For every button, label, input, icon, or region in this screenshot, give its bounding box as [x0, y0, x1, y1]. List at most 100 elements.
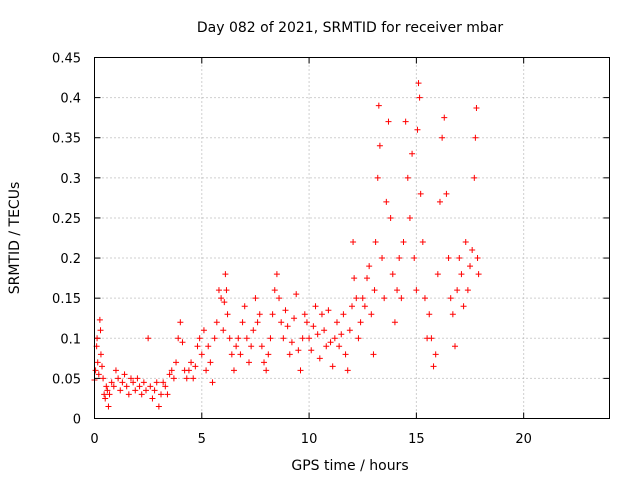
data-point: [158, 391, 165, 398]
data-point: [155, 403, 162, 410]
data-point: [301, 311, 308, 318]
data-point: [203, 367, 210, 374]
data-point: [267, 335, 274, 342]
data-point: [134, 375, 141, 382]
data-point: [94, 335, 101, 342]
data-point: [333, 319, 340, 326]
data-point: [370, 351, 377, 358]
data-point: [336, 343, 343, 350]
data-point: [269, 311, 276, 318]
data-point: [379, 255, 386, 262]
data-point: [321, 327, 328, 334]
data-point: [288, 339, 295, 346]
data-point: [226, 335, 233, 342]
data-point: [426, 311, 433, 318]
data-point: [261, 359, 268, 366]
data-point: [316, 355, 323, 362]
data-point: [421, 295, 428, 302]
data-point: [374, 174, 381, 181]
data-point: [252, 295, 259, 302]
data-point: [318, 311, 325, 318]
data-point: [299, 335, 306, 342]
data-point: [471, 174, 478, 181]
data-point: [368, 311, 375, 318]
data-point: [447, 295, 454, 302]
data-point: [188, 359, 195, 366]
data-point: [200, 327, 207, 334]
y-tick-label: 0.05: [52, 372, 81, 387]
data-point: [387, 214, 394, 221]
data-point: [452, 343, 458, 350]
data-point: [147, 383, 154, 390]
data-point: [411, 255, 418, 262]
data-point: [284, 323, 291, 330]
data-point: [256, 311, 263, 318]
data-point: [228, 351, 235, 358]
data-point: [340, 311, 347, 318]
data-points: [91, 80, 482, 410]
data-point: [350, 239, 357, 246]
data-point: [143, 387, 149, 394]
data-point: [108, 379, 115, 386]
data-point: [194, 343, 201, 350]
data-point: [474, 255, 481, 262]
data-point: [462, 239, 469, 246]
data-point: [303, 319, 310, 326]
data-point: [246, 359, 252, 366]
data-point: [95, 371, 102, 378]
data-point: [162, 383, 169, 390]
data-point: [428, 335, 435, 342]
data-point: [473, 105, 480, 112]
data-point: [349, 303, 355, 310]
data-point: [211, 335, 218, 342]
data-point: [196, 335, 203, 342]
data-point: [381, 295, 388, 302]
data-point: [173, 359, 180, 366]
y-tick-label: 0.1: [60, 332, 81, 347]
data-point: [329, 363, 336, 370]
data-point: [293, 291, 300, 298]
data-point: [121, 371, 128, 378]
data-point: [417, 190, 424, 197]
data-point: [325, 307, 332, 314]
data-point: [237, 351, 244, 358]
data-point: [391, 319, 398, 326]
data-point: [241, 303, 248, 310]
data-point: [276, 295, 283, 302]
data-point: [179, 339, 186, 346]
y-tick-label: 0.25: [52, 212, 81, 227]
data-point: [449, 311, 456, 318]
data-point: [385, 118, 392, 125]
data-point: [273, 271, 280, 278]
data-point: [383, 198, 390, 205]
data-point: [297, 367, 304, 374]
data-point: [355, 335, 362, 342]
data-point: [310, 323, 317, 330]
data-point: [99, 363, 106, 370]
data-point: [394, 287, 401, 294]
data-point: [338, 331, 345, 338]
data-point: [166, 371, 173, 378]
data-point: [432, 351, 439, 358]
data-point: [97, 351, 104, 358]
data-point: [402, 118, 409, 125]
data-point: [190, 375, 197, 382]
data-point: [430, 363, 437, 370]
data-point: [213, 319, 220, 326]
x-tick-label: 0: [90, 432, 98, 447]
data-point: [207, 359, 214, 366]
data-point: [185, 367, 192, 374]
data-point: [230, 367, 237, 374]
data-point: [414, 126, 421, 133]
data-point: [248, 343, 255, 350]
data-point: [235, 335, 242, 342]
data-point: [145, 335, 152, 342]
data-point: [409, 150, 416, 157]
y-tick-label: 0: [73, 413, 81, 428]
y-tick-label: 0.15: [52, 292, 81, 307]
data-point: [138, 391, 145, 398]
data-point: [223, 287, 230, 294]
data-point: [467, 263, 474, 270]
y-axis-label: SRMTID / TECUs: [7, 182, 23, 295]
data-point: [443, 190, 450, 197]
